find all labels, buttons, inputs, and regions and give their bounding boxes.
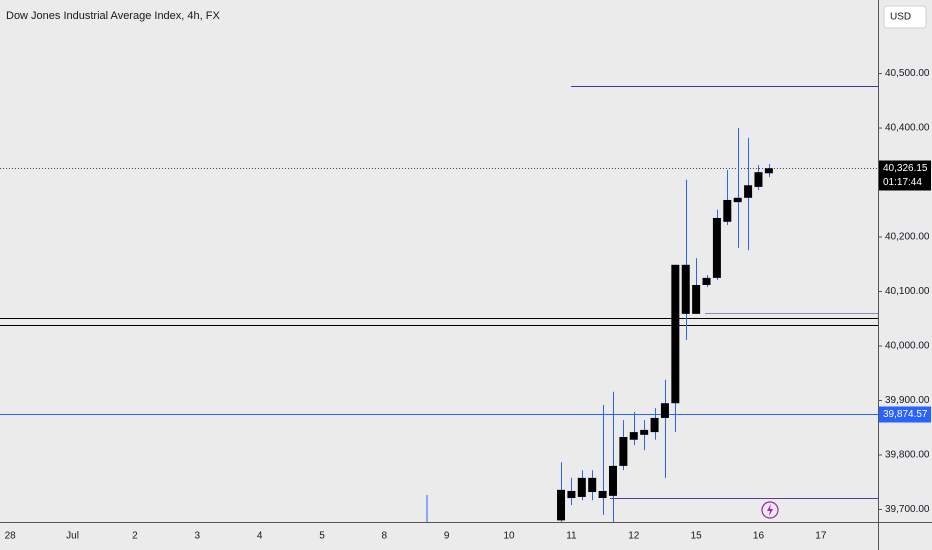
price-label: 39,874.57: [883, 409, 928, 420]
y-tick-label: 40,100.00: [885, 286, 930, 297]
candle-body: [557, 489, 566, 521]
x-tick-label: 10: [503, 531, 515, 542]
candle-body: [598, 490, 607, 499]
candle-body: [619, 436, 628, 466]
x-tick-label: 5: [319, 531, 325, 542]
event-icon-bolt: [767, 504, 773, 516]
x-tick-label: 11: [566, 531, 577, 542]
x-tick-label: 2: [132, 531, 138, 542]
candle-body: [692, 284, 701, 314]
x-tick-label: Jul: [66, 531, 79, 542]
y-tick-label: 40,400.00: [885, 123, 930, 134]
countdown: 01:17:44: [883, 177, 922, 188]
last-price-label: 40,326.15: [883, 163, 928, 174]
last-price-box: [879, 160, 931, 191]
candle-body: [681, 264, 690, 314]
candle-body: [744, 185, 753, 198]
candle-body: [671, 264, 680, 404]
candle-body: [660, 403, 669, 418]
x-tick-label: 15: [691, 531, 703, 542]
x-tick-label: 8: [382, 531, 388, 542]
event-icon[interactable]: [761, 501, 779, 519]
candle-body: [567, 490, 576, 499]
candle-body: [577, 477, 586, 497]
candle-body: [588, 477, 597, 493]
x-tick-label: 28: [5, 531, 17, 542]
y-tick-label: 40,000.00: [885, 341, 930, 352]
x-tick-label: 17: [815, 531, 827, 542]
candle-body: [723, 199, 732, 222]
y-tick-label: 40,500.00: [885, 68, 930, 79]
price-label-box: [879, 406, 931, 423]
y-tick-label: 39,900.00: [885, 395, 930, 406]
x-tick-label: 16: [753, 531, 765, 542]
currency[interactable]: USD: [890, 12, 911, 23]
candle-body: [733, 197, 742, 203]
candle-body: [629, 432, 638, 440]
x-tick-label: 4: [257, 531, 263, 542]
plot-area: [0, 86, 878, 522]
candle-body: [754, 172, 763, 187]
candle-body: [764, 168, 773, 174]
candle-body: [640, 429, 649, 435]
currency-button[interactable]: [883, 5, 927, 29]
candle-body: [712, 217, 721, 278]
x-tick-label: 12: [628, 531, 640, 542]
x-tick-label: 3: [194, 531, 200, 542]
candle-body: [650, 417, 659, 433]
y-tick-label: 39,700.00: [885, 504, 930, 515]
candle-body: [702, 277, 711, 285]
candle-body: [608, 465, 617, 496]
x-tick-label: 9: [444, 531, 450, 542]
y-tick-label: 40,200.00: [885, 232, 930, 243]
y-tick-label: 39,800.00: [885, 450, 930, 461]
chart-title: Dow Jones Industrial Average Index, 4h, …: [6, 10, 220, 22]
